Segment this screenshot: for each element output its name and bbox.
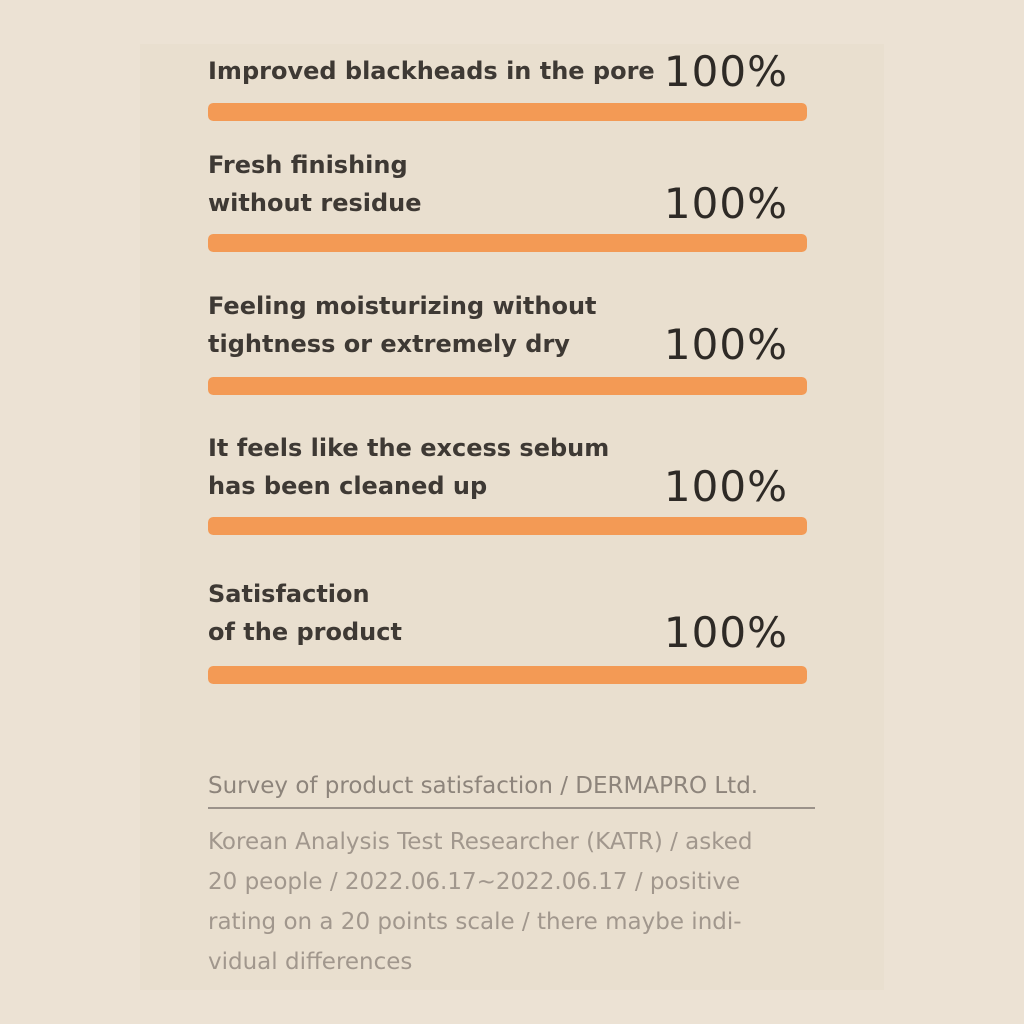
value-label: 100% [663, 462, 788, 511]
value-label: 100% [663, 179, 788, 228]
category-label: Fresh finishing without residue [208, 151, 422, 217]
value-label: 100% [663, 320, 788, 369]
footnote-line: vidual differences [208, 949, 413, 975]
footnote-line: Korean Analysis Test Researcher (KATR) /… [208, 829, 753, 855]
bar-row: It feels like the excess sebum has been … [208, 425, 808, 511]
bar-row: Fresh finishing without residue 100% [208, 142, 808, 228]
survey-footnote: Korean Analysis Test Researcher (KATR) /… [208, 822, 818, 982]
bar [208, 234, 807, 252]
value-label: 100% [663, 47, 788, 96]
bar-track [208, 103, 807, 121]
bar-row: Satisfaction of the product 100% [208, 571, 808, 657]
value-label: 100% [663, 608, 788, 657]
bar [208, 666, 807, 684]
bar-track [208, 666, 807, 684]
bar-track [208, 377, 807, 395]
bar [208, 377, 807, 395]
category-label: Satisfaction of the product [208, 580, 402, 646]
bar-track [208, 234, 807, 252]
bar-track [208, 517, 807, 535]
source-divider [208, 807, 815, 809]
bar [208, 103, 807, 121]
category-label: It feels like the excess sebum has been … [208, 434, 610, 500]
category-label: Improved blackheads in the pore [208, 57, 655, 85]
footnote-line: 20 people / 2022.06.17~2022.06.17 / posi… [208, 869, 741, 895]
category-label: Feeling moisturizing without tightness o… [208, 292, 597, 358]
bar [208, 517, 807, 535]
bar-row: Improved blackheads in the pore 100% [208, 10, 808, 96]
survey-source: Survey of product satisfaction / DERMAPR… [208, 773, 759, 799]
footnote-line: rating on a 20 points scale / there mayb… [208, 909, 742, 935]
bar-row: Feeling moisturizing without tightness o… [208, 283, 808, 369]
